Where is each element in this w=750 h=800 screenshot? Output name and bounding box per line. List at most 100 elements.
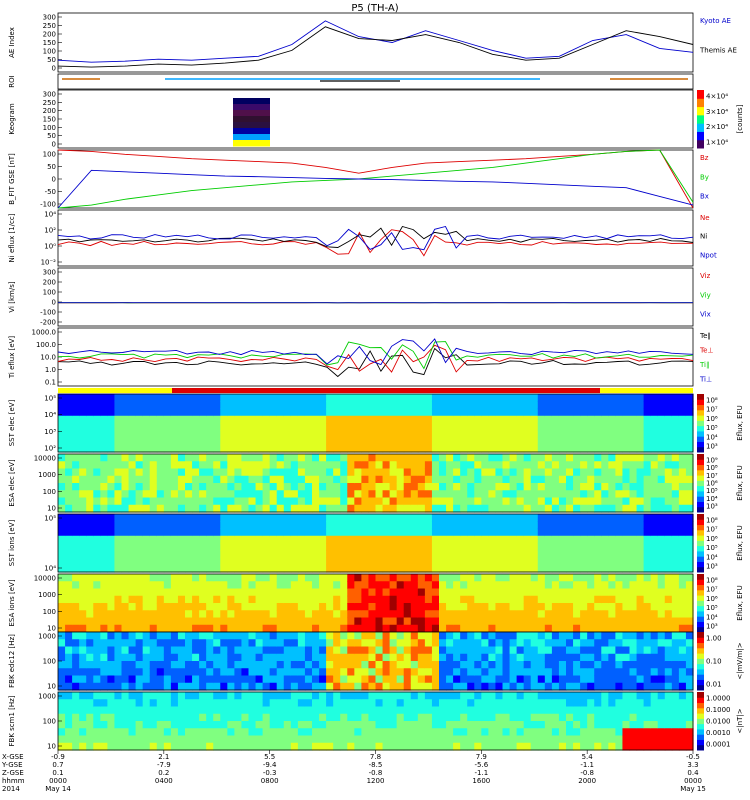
spectrogram-cell: [502, 521, 511, 530]
spectrogram-cell: [495, 543, 504, 551]
spectrogram-cell: [72, 468, 80, 477]
spectrogram-cell: [580, 490, 588, 499]
spectrogram-cell: [177, 564, 186, 573]
spectrogram-cell: [403, 408, 412, 417]
spectrogram-cell: [276, 742, 285, 751]
spectrogram-cell: [460, 610, 468, 619]
spectrogram-cell: [643, 454, 652, 462]
spectrogram-cell: [403, 692, 412, 700]
spectrogram-cell: [650, 581, 659, 590]
spectrogram-cell: [671, 646, 680, 655]
spectrogram-cell: [664, 543, 673, 551]
spectrogram-cell: [192, 550, 200, 559]
spectrogram-cell: [453, 706, 461, 715]
spectrogram-cell: [516, 624, 525, 633]
colorbar-swatch: [697, 658, 704, 665]
spectrogram-cell: [671, 706, 680, 715]
spectrogram-cell: [333, 461, 341, 470]
spectrogram-cell: [185, 735, 193, 744]
keogram-band: [233, 134, 270, 141]
spectrogram-cell: [170, 468, 179, 477]
spectrogram-cell: [396, 468, 405, 477]
spectrogram-cell: [544, 632, 553, 640]
spectrogram-cell: [340, 543, 348, 551]
spectrogram-cell: [319, 668, 327, 677]
legend-ti: Te∥: [699, 332, 711, 340]
spectrogram-cell: [319, 624, 327, 633]
spectrogram-cell: [389, 668, 398, 677]
spectrogram-cell: [643, 675, 652, 684]
spectrogram-cell: [135, 444, 144, 453]
spectrogram-cell: [354, 682, 362, 691]
spectrogram-cell: [509, 661, 518, 669]
spectrogram-cell: [361, 490, 370, 499]
spectrogram-cell: [537, 574, 546, 582]
spectrogram-cell: [488, 423, 497, 431]
spectrogram-cell: [587, 415, 595, 424]
spectrogram-cell: [601, 454, 609, 462]
spectrogram-cell: [319, 483, 327, 491]
spectrogram-cell: [135, 639, 144, 648]
spectrogram-cell: [163, 468, 172, 477]
spectrogram-cell: [86, 610, 94, 619]
spectrogram-cell: [615, 581, 624, 590]
spectrogram-cell: [551, 668, 560, 677]
spectrogram-cell: [439, 468, 447, 477]
spectrogram-cell: [340, 713, 348, 722]
spectrogram-cell: [107, 415, 116, 424]
spectrogram-cell: [177, 394, 186, 402]
spectrogram-cell: [537, 632, 546, 640]
spectrogram-cell: [375, 603, 384, 611]
spectrogram-cell: [206, 528, 214, 537]
spectrogram-cell: [100, 401, 108, 410]
spectrogram-cell: [601, 514, 609, 522]
colorbar-swatch: [697, 441, 704, 448]
spectrogram-cell: [121, 668, 130, 677]
spectrogram-cell: [170, 475, 179, 484]
spectrogram-cell: [453, 603, 461, 611]
spectrogram-cell: [601, 646, 609, 655]
spectrogram-cell: [58, 401, 66, 410]
spectrogram-cell: [685, 603, 694, 611]
spectrogram-cell: [544, 497, 553, 506]
spectrogram-cell: [488, 430, 497, 439]
spectrogram-cell: [636, 668, 645, 677]
spectrogram-cell: [650, 564, 659, 573]
spectrogram-cell: [213, 497, 221, 506]
spectrogram-cell: [255, 394, 264, 402]
colorbar-tick-label: 10⁸: [706, 577, 718, 585]
spectrogram-cell: [650, 475, 659, 484]
spectrogram-cell: [671, 721, 680, 729]
spectrogram-cell: [636, 437, 645, 446]
spectrogram-cell: [685, 668, 694, 677]
colorbar-swatch: [697, 425, 704, 432]
spectrogram-cell: [319, 423, 327, 431]
spectrogram-cell: [389, 639, 398, 648]
spectrogram-cell: [185, 504, 193, 513]
spectrogram-cell: [431, 668, 440, 677]
spectrogram-cell: [650, 461, 659, 470]
spectrogram-cell: [453, 632, 461, 640]
spectrogram-cell: [580, 595, 588, 604]
spectrogram-cell: [460, 528, 468, 537]
spectrogram-cell: [439, 653, 447, 662]
spectrogram-cell: [283, 454, 292, 462]
spectrogram-cell: [601, 564, 609, 573]
spectrogram-cell: [248, 528, 257, 537]
spectrogram-cell: [121, 653, 130, 662]
spectrogram-cell: [58, 713, 66, 722]
spectrogram-cell: [573, 454, 581, 462]
spectrogram-cell: [361, 461, 370, 470]
spectrogram-cell: [664, 490, 673, 499]
spectrogram-cell: [615, 632, 624, 640]
spectrogram-cell: [523, 415, 532, 424]
spectrogram-cell: [467, 401, 475, 410]
spectrogram-cell: [354, 639, 362, 648]
spectrogram-cell: [283, 430, 292, 439]
spectrogram-cell: [107, 668, 116, 677]
spectrogram-cell: [135, 497, 144, 506]
xtick-label: 0.2: [158, 769, 169, 777]
spectrogram-cell: [467, 415, 475, 424]
spectrogram-cell: [128, 394, 137, 402]
spectrogram-cell: [685, 550, 694, 559]
